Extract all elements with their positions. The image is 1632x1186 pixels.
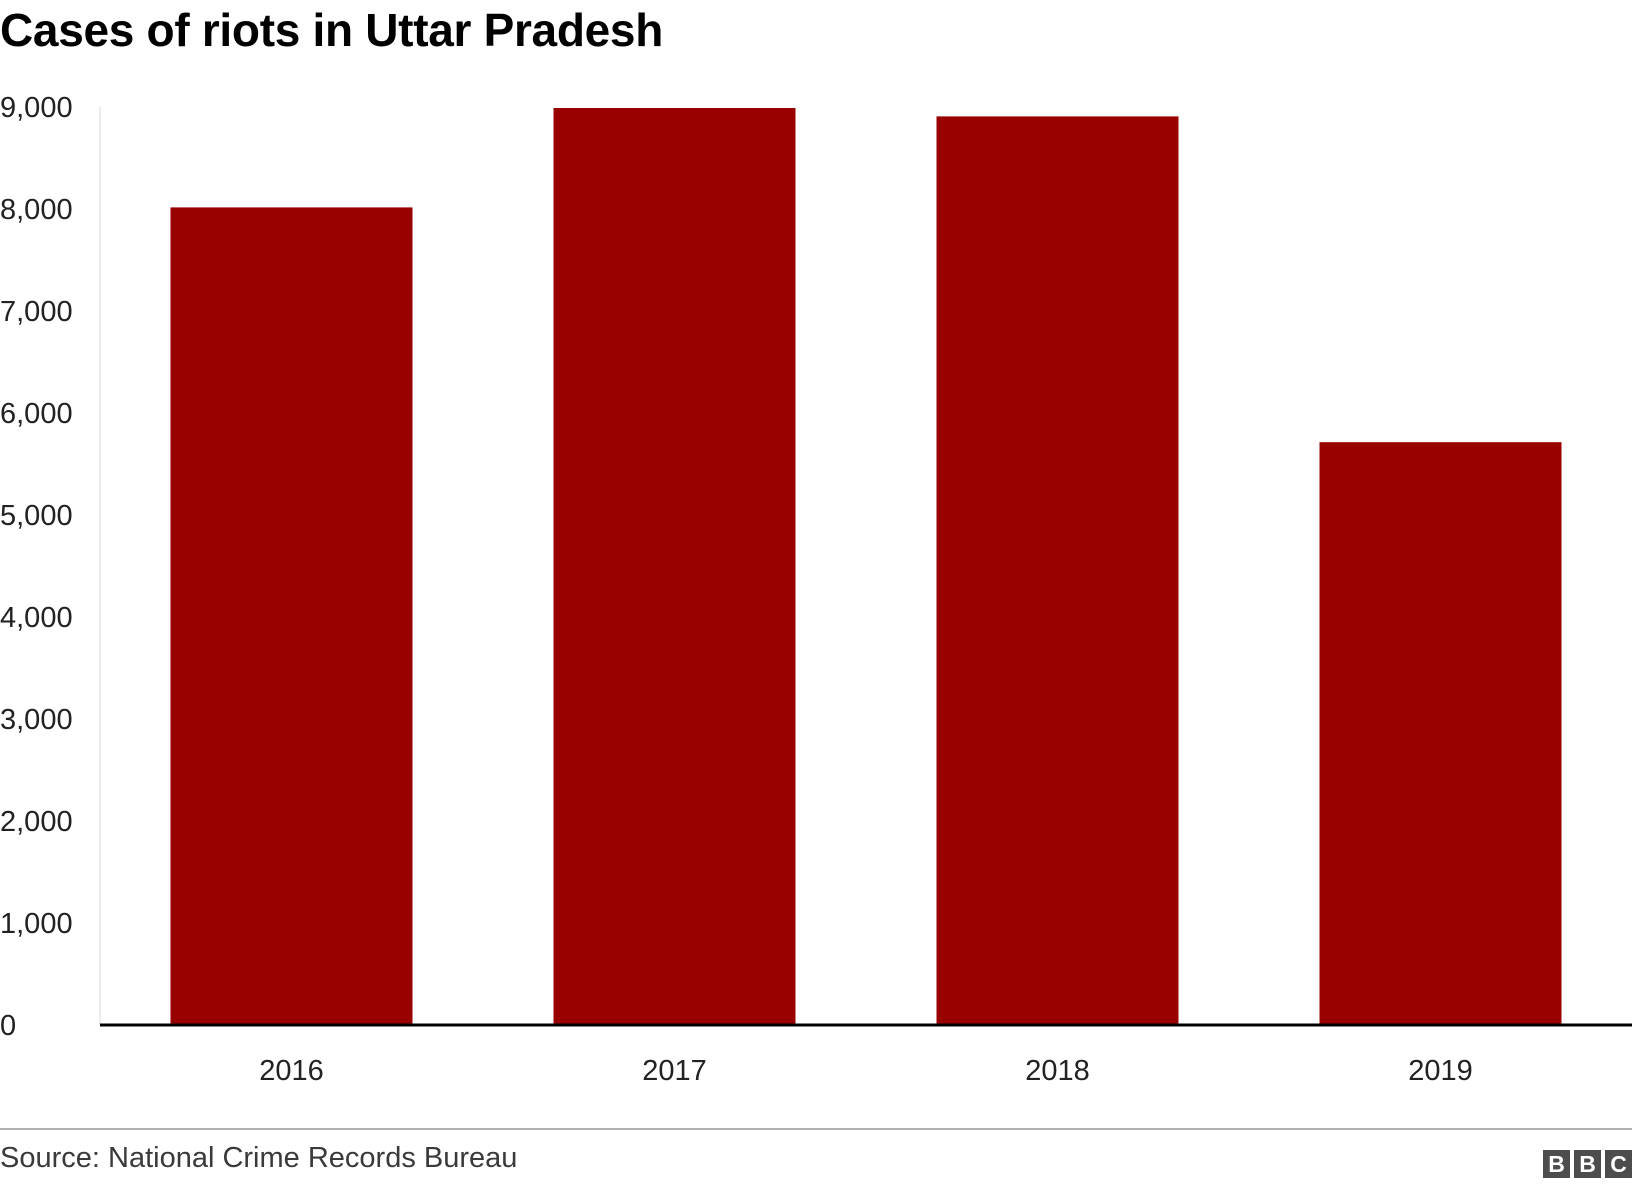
- y-axis: 0 1,000 2,000 3,000 4,000 5,000 6,000 7,000 8,00…: [0, 92, 101, 1042]
- chart-title: Cases of riots in Uttar Pradesh: [0, 4, 664, 56]
- y-tick-label: 0: [0, 1010, 16, 1042]
- y-tick-label: 3,000: [0, 704, 73, 736]
- bars-group: [170, 108, 1562, 1025]
- y-tick-label: 8,000: [0, 194, 73, 226]
- source-note: Source: National Crime Records Bureau: [0, 1142, 518, 1174]
- y-tick-label: 7,000: [0, 296, 73, 328]
- y-tick-label: 9,000: [0, 92, 73, 124]
- x-tick-label: 2016: [259, 1055, 324, 1087]
- bar: [170, 207, 413, 1025]
- footer-divider: [0, 1128, 1632, 1130]
- y-tick-label: 1,000: [0, 908, 73, 940]
- bar: [936, 116, 1179, 1025]
- bbc-logo: B B C: [1543, 1150, 1632, 1178]
- bbc-logo-letter: B: [1574, 1150, 1601, 1178]
- bar: [553, 108, 796, 1025]
- x-tick-label: 2017: [642, 1055, 707, 1087]
- y-tick-label: 6,000: [0, 398, 73, 430]
- x-axis: 2016 2017 2018 2019: [100, 1023, 1632, 1087]
- bbc-logo-letter: C: [1605, 1150, 1632, 1178]
- x-tick-label: 2019: [1408, 1055, 1473, 1087]
- y-tick-label: 2,000: [0, 806, 73, 838]
- y-tick-label: 4,000: [0, 602, 73, 634]
- bar: [1319, 442, 1562, 1025]
- bbc-logo-letter: B: [1543, 1150, 1570, 1178]
- x-tick-label: 2018: [1025, 1055, 1090, 1087]
- y-tick-label: 5,000: [0, 500, 73, 532]
